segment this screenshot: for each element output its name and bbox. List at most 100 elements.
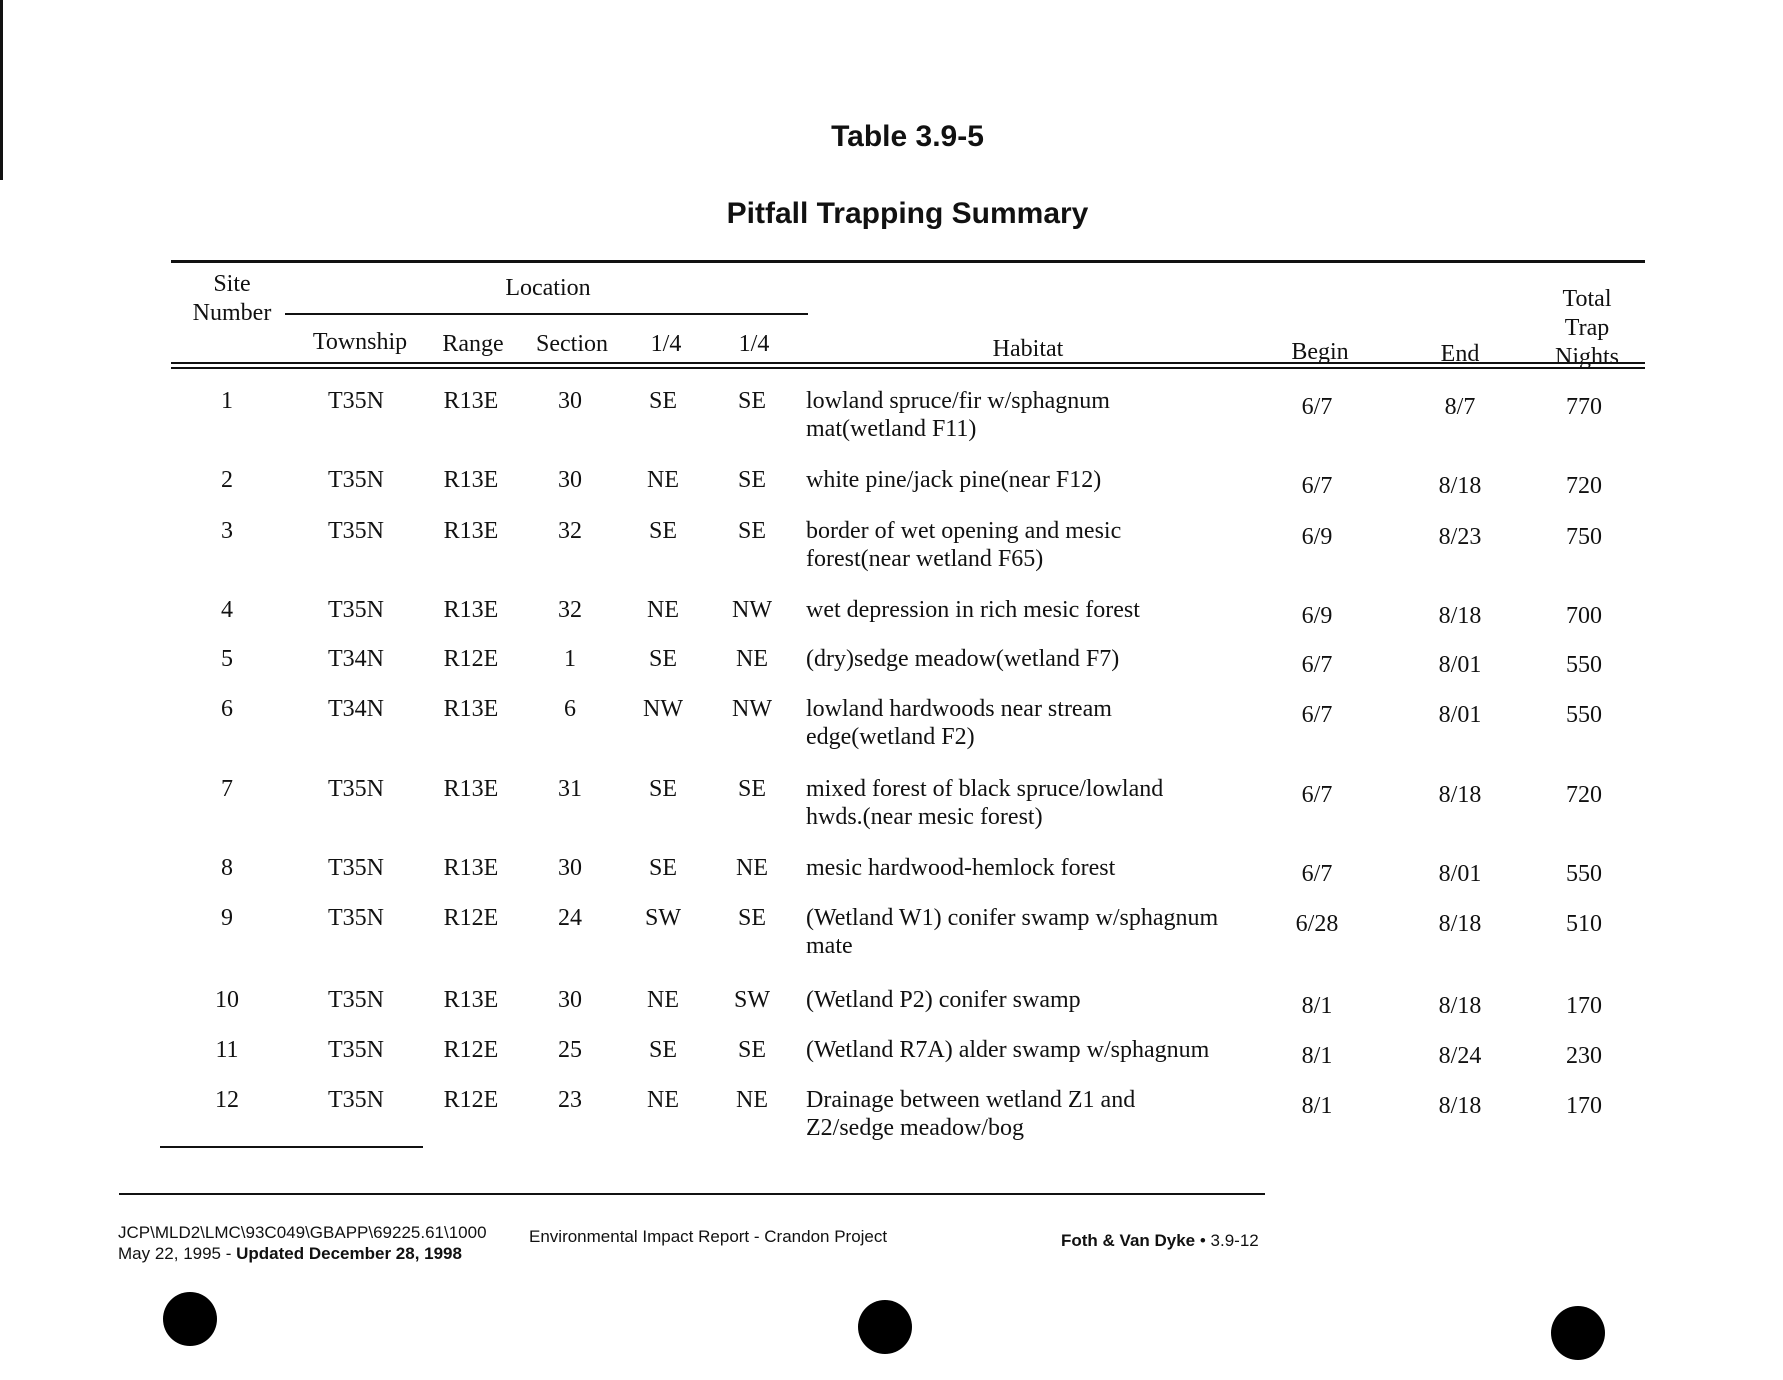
cell-q1: SE: [648, 518, 678, 544]
cell-range: R12E: [443, 1087, 499, 1113]
cell-habitat: lowland spruce/fir w/sphagnum mat(wetlan…: [806, 388, 1110, 442]
cell-township: T35N: [328, 467, 384, 493]
cell-q2: NW: [732, 696, 772, 722]
footer-right: Foth & Van Dyke • 3.9-12: [1061, 1230, 1259, 1251]
cell-habitat: Drainage between wetland Z1 and Z2/sedge…: [806, 1087, 1136, 1141]
cell-total: 770: [1566, 394, 1602, 420]
cell-end: 8/01: [1438, 702, 1482, 728]
header-habitat: Habitat: [992, 336, 1064, 362]
cell-township: T34N: [328, 646, 384, 672]
cell-q1: NW: [643, 696, 683, 722]
cell-site: 2: [221, 467, 233, 493]
cell-begin: 8/1: [1301, 993, 1333, 1019]
header-begin: Begin: [1291, 339, 1349, 365]
cell-begin: 6/7: [1301, 652, 1333, 678]
cell-end: 8/18: [1438, 603, 1482, 629]
cell-q2: NE: [736, 855, 768, 881]
header-site-number: Site Number: [192, 271, 272, 326]
cell-end: 8/18: [1438, 473, 1482, 499]
binder-hole-right: [1551, 1306, 1605, 1360]
header-double-rule-top: [171, 362, 1645, 364]
cell-township: T34N: [328, 696, 384, 722]
cell-end: 8/18: [1438, 993, 1482, 1019]
cell-q2: SE: [737, 388, 767, 414]
footer-rule: [119, 1193, 1265, 1195]
footer-updated: Updated December 28, 1998: [236, 1244, 462, 1263]
cell-range: R13E: [443, 518, 499, 544]
cell-range: R13E: [443, 776, 499, 802]
cell-habitat: (dry)sedge meadow(wetland F7): [806, 646, 1120, 672]
cell-range: R13E: [443, 855, 499, 881]
cell-site: 1: [221, 388, 233, 414]
table-number: Table 3.9-5: [831, 120, 984, 153]
cell-begin: 6/7: [1301, 473, 1333, 499]
cell-total: 230: [1566, 1043, 1602, 1069]
cell-site: 12: [215, 1087, 239, 1113]
cell-range: R13E: [443, 597, 499, 623]
cell-q1: NE: [647, 467, 679, 493]
cell-q2: SE: [737, 467, 767, 493]
footer-left: JCP\MLD2\LMC\93C049\GBAPP\69225.61\1000 …: [118, 1222, 487, 1264]
cell-range: R13E: [443, 696, 499, 722]
cell-site: 10: [215, 987, 239, 1013]
cell-total: 750: [1566, 524, 1602, 550]
cell-section: 6: [564, 696, 576, 722]
page-edge-line: [0, 0, 3, 180]
header-location: Location: [505, 275, 591, 301]
cell-section: 30: [558, 987, 582, 1013]
cell-q2: NE: [736, 1087, 768, 1113]
cell-begin: 6/9: [1301, 603, 1333, 629]
cell-section: 1: [564, 646, 576, 672]
header-range: Range: [442, 331, 504, 357]
table-title: Pitfall Trapping Summary: [726, 197, 1089, 230]
cell-begin: 6/7: [1301, 861, 1333, 887]
cell-q1: SE: [648, 1037, 678, 1063]
cell-q2: SE: [737, 776, 767, 802]
cell-site: 9: [221, 905, 233, 931]
cell-habitat: (Wetland W1) conifer swamp w/sphagnum ma…: [806, 905, 1219, 959]
header-end: End: [1440, 341, 1480, 367]
cell-section: 30: [558, 467, 582, 493]
cell-q1: NE: [647, 987, 679, 1013]
header-township: Township: [312, 329, 408, 355]
cell-site: 5: [221, 646, 233, 672]
binder-hole-left: [163, 1292, 217, 1346]
cell-q2: SE: [737, 905, 767, 931]
cell-range: R12E: [443, 1037, 499, 1063]
cell-total: 720: [1566, 473, 1602, 499]
cell-township: T35N: [328, 905, 384, 931]
cell-site: 8: [221, 855, 233, 881]
footer-page: • 3.9-12: [1195, 1231, 1259, 1250]
cell-site: 11: [215, 1037, 239, 1063]
footer-path: JCP\MLD2\LMC\93C049\GBAPP\69225.61\1000: [118, 1223, 487, 1242]
cell-range: R13E: [443, 388, 499, 414]
cell-total: 170: [1566, 993, 1602, 1019]
cell-q1: NE: [647, 597, 679, 623]
cell-township: T35N: [328, 1087, 384, 1113]
cell-total: 510: [1566, 911, 1602, 937]
cell-q1: SW: [645, 905, 681, 931]
cell-township: T35N: [328, 1037, 384, 1063]
cell-begin: 6/7: [1301, 782, 1333, 808]
header-total-trap-nights: Total Trap Nights: [1554, 286, 1620, 370]
cell-begin: 6/7: [1301, 394, 1333, 420]
cell-q2: SW: [734, 987, 770, 1013]
cell-site: 6: [221, 696, 233, 722]
cell-habitat: white pine/jack pine(near F12): [806, 467, 1102, 493]
cell-begin: 6/9: [1301, 524, 1333, 550]
cell-range: R13E: [443, 987, 499, 1013]
footer-company: Foth & Van Dyke: [1061, 1231, 1196, 1250]
cell-range: R12E: [443, 646, 499, 672]
cell-total: 720: [1566, 782, 1602, 808]
cell-begin: 6/28: [1295, 911, 1339, 937]
cell-habitat: mixed forest of black spruce/lowland hwd…: [806, 776, 1164, 830]
cell-township: T35N: [328, 597, 384, 623]
cell-q2: NE: [736, 646, 768, 672]
cell-habitat: border of wet opening and mesic forest(n…: [806, 518, 1122, 572]
cell-township: T35N: [328, 518, 384, 544]
cell-end: 8/01: [1438, 861, 1482, 887]
cell-total: 700: [1566, 603, 1602, 629]
cell-end: 8/23: [1438, 524, 1482, 550]
cell-total: 550: [1566, 861, 1602, 887]
